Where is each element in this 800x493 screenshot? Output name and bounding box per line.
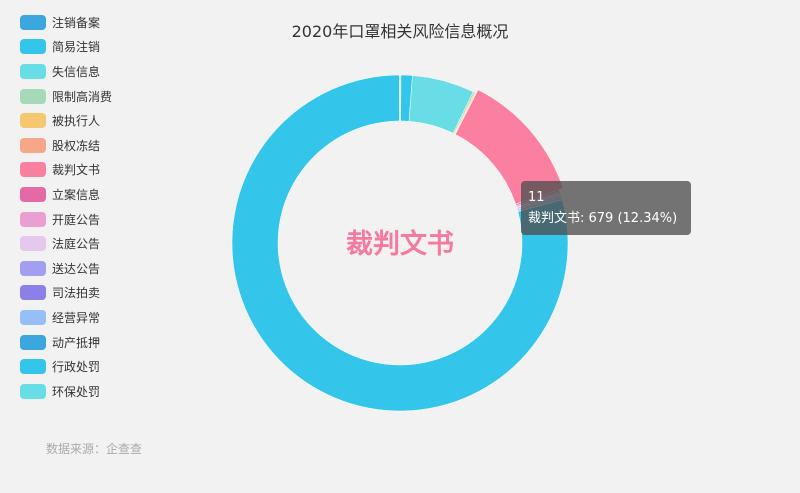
legend-label: 行政处罚 xyxy=(52,360,101,375)
legend-item[interactable]: 行政处罚 xyxy=(20,354,112,379)
donut-slice[interactable] xyxy=(231,74,569,412)
legend-label: 送达公告 xyxy=(52,261,101,276)
legend-swatch xyxy=(20,63,46,79)
legend-label: 裁判文书 xyxy=(52,163,101,178)
legend-swatch xyxy=(20,14,46,30)
legend-swatch xyxy=(20,211,46,227)
legend-label: 注销备案 xyxy=(52,15,101,30)
legend-swatch xyxy=(20,309,46,325)
legend-item[interactable]: 环保处罚 xyxy=(20,379,112,404)
legend-swatch xyxy=(20,383,46,399)
legend-item[interactable]: 法庭公告 xyxy=(20,231,112,256)
legend-swatch xyxy=(20,162,46,178)
legend-swatch xyxy=(20,39,46,55)
legend-label: 司法拍卖 xyxy=(52,286,101,301)
legend-item[interactable]: 注销备案 xyxy=(20,10,112,35)
tooltip-text: 裁判文书: 679 (12.34%) xyxy=(528,211,678,226)
legend-label: 动产抵押 xyxy=(52,335,101,350)
legend-swatch xyxy=(20,186,46,202)
legend-item[interactable]: 股权冻结 xyxy=(20,133,112,158)
chart-tooltip: 11 裁判文书: 679 (12.34%) xyxy=(521,181,691,235)
legend-swatch xyxy=(20,113,46,129)
legend-swatch xyxy=(20,88,46,104)
legend-swatch xyxy=(20,137,46,153)
legend-item[interactable]: 简易注销 xyxy=(20,35,112,60)
legend-swatch xyxy=(20,285,46,301)
legend-swatch xyxy=(20,260,46,276)
legend-item[interactable]: 送达公告 xyxy=(20,256,112,281)
data-source: 数据来源：企查查 xyxy=(46,442,143,456)
legend-label: 被执行人 xyxy=(52,114,101,129)
legend-item[interactable]: 立案信息 xyxy=(20,182,112,207)
legend-label: 法庭公告 xyxy=(52,237,101,252)
legend-label: 限制高消费 xyxy=(52,89,113,104)
legend-label: 简易注销 xyxy=(52,40,101,55)
legend-swatch xyxy=(20,359,46,375)
legend-label: 股权冻结 xyxy=(52,138,101,153)
legend-item[interactable]: 裁判文书 xyxy=(20,158,112,183)
legend-swatch xyxy=(20,236,46,252)
legend-swatch xyxy=(20,334,46,350)
legend-item[interactable]: 经营异常 xyxy=(20,305,112,330)
legend-label: 经营异常 xyxy=(52,310,101,325)
legend-item[interactable]: 被执行人 xyxy=(20,108,112,133)
legend-item[interactable]: 司法拍卖 xyxy=(20,281,112,306)
tooltip-index: 11 xyxy=(528,190,545,205)
legend-item[interactable]: 动产抵押 xyxy=(20,330,112,355)
center-label: 裁判文书 xyxy=(346,229,454,260)
donut-slice[interactable] xyxy=(398,74,401,122)
legend-label: 立案信息 xyxy=(52,187,101,202)
legend-item[interactable]: 限制高消费 xyxy=(20,84,112,109)
legend-item[interactable]: 开庭公告 xyxy=(20,207,112,232)
legend-item[interactable]: 失信信息 xyxy=(20,59,112,84)
chart-title: 2020年口罩相关风险信息概况 xyxy=(291,22,509,41)
chart-legend: 注销备案简易注销失信信息限制高消费被执行人股权冻结裁判文书立案信息开庭公告法庭公… xyxy=(20,10,112,404)
legend-label: 环保处罚 xyxy=(52,384,101,399)
legend-label: 失信信息 xyxy=(52,64,101,79)
legend-label: 开庭公告 xyxy=(52,212,101,227)
